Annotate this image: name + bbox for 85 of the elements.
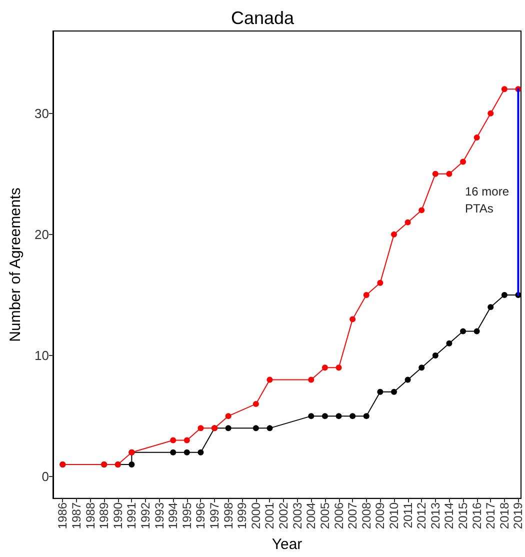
y-axis-title: Number of Agreements — [7, 188, 24, 342]
point — [252, 400, 259, 407]
point — [404, 376, 411, 383]
point — [474, 328, 480, 334]
point — [350, 316, 356, 322]
point — [501, 86, 508, 92]
point — [446, 170, 452, 177]
point — [404, 219, 411, 226]
x-tick-label: 2004 — [304, 502, 318, 530]
x-tick-label: 2000 — [248, 502, 263, 530]
x-tick-label: 1995 — [180, 502, 194, 530]
annotation: 16 more PTAs — [464, 184, 510, 216]
x-tick-label: 1990 — [110, 502, 125, 530]
x-tick-label: 2019 — [511, 502, 525, 530]
point — [488, 304, 494, 310]
point — [363, 292, 370, 298]
point — [308, 413, 314, 420]
x-tick-label: 2010 — [386, 502, 401, 530]
y-tick-label: 20 — [34, 226, 49, 242]
point — [336, 364, 342, 371]
x-tick-label: 1989 — [97, 502, 112, 530]
point — [390, 388, 397, 395]
point — [501, 292, 508, 298]
x-tick-label: 2017 — [484, 502, 498, 530]
x-tick-label: 1993 — [152, 502, 166, 530]
x-tick-label: 2002 — [276, 502, 291, 530]
point — [377, 388, 384, 395]
point — [225, 425, 232, 432]
point — [308, 376, 314, 383]
x-tick-label: 2018 — [497, 502, 512, 530]
point — [363, 413, 370, 420]
point — [170, 437, 176, 444]
point — [418, 364, 425, 371]
point — [418, 207, 425, 214]
x-tick-label: 1991 — [124, 502, 139, 530]
x-tick-label: 2003 — [290, 502, 304, 530]
point — [488, 110, 494, 116]
point — [432, 352, 438, 359]
point — [128, 462, 135, 468]
x-tick-label: 2005 — [318, 502, 332, 530]
x-tick-label: 2008 — [359, 502, 374, 530]
point — [460, 328, 466, 334]
x-tick-label: 1987 — [69, 502, 84, 530]
point — [266, 376, 273, 383]
x-tick-label: 2006 — [332, 502, 346, 530]
x-tick-label: 2007 — [346, 502, 360, 530]
point — [350, 413, 356, 420]
x-tick-label: 2009 — [373, 502, 388, 530]
point — [322, 413, 328, 420]
x-tick-label: 1998 — [221, 502, 236, 530]
point — [390, 231, 397, 238]
chart-title: Canada — [230, 8, 296, 28]
y-tick-label: 30 — [34, 106, 49, 121]
point — [266, 425, 273, 432]
point — [252, 425, 259, 432]
point — [336, 413, 342, 420]
y-tick-label: 10 — [34, 348, 49, 364]
point — [446, 340, 452, 346]
x-tick-label: 1992 — [138, 502, 152, 530]
x-tick-label: 2012 — [414, 502, 429, 530]
point — [225, 413, 232, 420]
point — [432, 170, 438, 177]
x-tick-label: 1997 — [208, 502, 222, 530]
x-tick-label: 2001 — [262, 502, 277, 530]
x-tick-label: 1994 — [166, 502, 180, 530]
x-tick-label: 1999 — [235, 502, 250, 530]
x-axis-title: Year — [272, 536, 302, 553]
x-tick-label: 1986 — [56, 502, 70, 530]
point — [377, 280, 384, 286]
point — [184, 449, 190, 456]
point — [184, 437, 190, 444]
x-tick-label: 2016 — [470, 502, 484, 530]
y-tick-label: 0 — [42, 469, 49, 484]
x-tick-label: 1996 — [194, 502, 208, 530]
x-tick-label: 2013 — [428, 502, 442, 530]
point — [474, 134, 480, 141]
x-tick-label: 1988 — [83, 502, 98, 530]
point — [198, 425, 204, 432]
point — [198, 449, 204, 456]
x-tick-label: 2014 — [442, 502, 456, 530]
point — [170, 449, 176, 456]
x-tick-label: 2011 — [400, 502, 415, 528]
point — [460, 158, 466, 165]
point — [322, 364, 328, 371]
x-tick-label: 2015 — [456, 502, 470, 530]
